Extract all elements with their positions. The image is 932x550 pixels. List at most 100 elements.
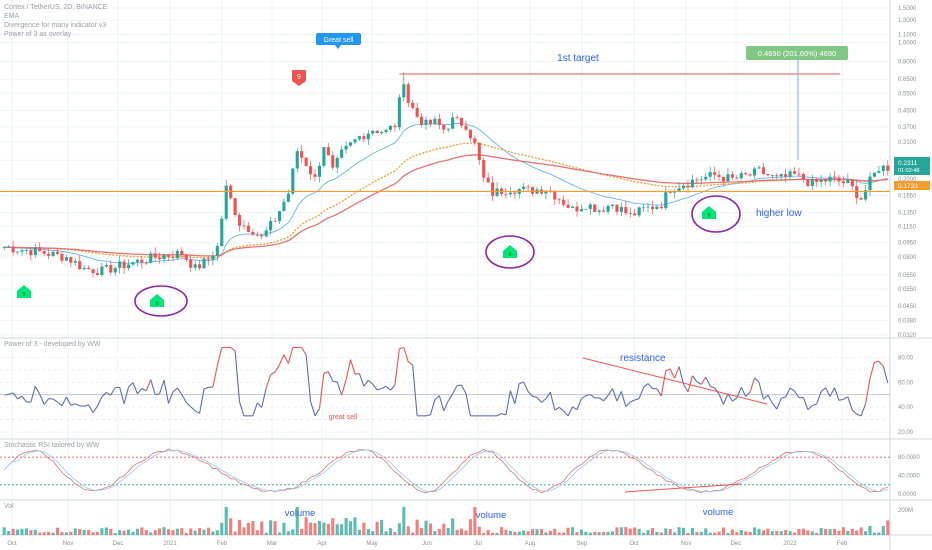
- volume-bar-99: [442, 523, 446, 535]
- osc-seg-32: [141, 387, 147, 392]
- volume-bar-79: [353, 517, 357, 535]
- osc-seg-115: [509, 390, 516, 404]
- power-of-3-pane[interactable]: 80.00 60.00 40.00 20.00: [0, 346, 914, 436]
- candles: [2, 72, 890, 278]
- time-axis[interactable]: Oct Nov Dec 2021 Feb Mar Apr May Jun Jul Aug Sep Oct…: [7, 541, 848, 547]
- candle-body-111: [495, 188, 499, 196]
- osc-seg-104: [461, 384, 467, 394]
- volume-bar-29: [131, 531, 135, 535]
- volume-bar-151: [673, 532, 677, 535]
- osc-seg-192: [851, 409, 858, 415]
- candle-body-67: [300, 151, 304, 158]
- osc-seg-68: [301, 347, 307, 356]
- volume-bar-131: [584, 531, 588, 535]
- osc-seg-99: [438, 395, 445, 411]
- candle-body-153: [681, 185, 686, 189]
- osc-seg-92: [407, 361, 414, 366]
- volume-bar-120: [535, 529, 539, 535]
- volume-bar-158: [704, 528, 708, 535]
- volume-bar-73: [326, 523, 330, 535]
- volume-bar-144: [642, 532, 646, 535]
- volume-bar-96: [428, 523, 433, 535]
- volume-bar-27: [122, 530, 126, 535]
- candle-body-20: [91, 269, 95, 274]
- price-tick-16: 0.0800: [898, 255, 917, 261]
- candle-body-173: [770, 175, 774, 176]
- osc-seg-170: [754, 377, 760, 383]
- candle-body-100: [446, 128, 450, 130]
- volume-bar-155: [690, 527, 694, 535]
- candle-body-103: [459, 117, 464, 126]
- volume-bar-102: [455, 529, 459, 535]
- osc-seg-42: [185, 401, 192, 408]
- price-tick-3: 1.0000: [898, 40, 917, 46]
- osc-seg-152: [674, 366, 680, 379]
- candle-body-3: [15, 251, 20, 253]
- candle-body-32: [144, 262, 148, 264]
- candle-body-110: [491, 182, 495, 196]
- volume-label-3: volume: [703, 507, 734, 518]
- candle-body-97: [433, 118, 437, 125]
- time-tick-3: 2021: [163, 541, 177, 547]
- osc-seg-166: [736, 386, 742, 399]
- candle-body-69: [309, 166, 313, 175]
- stoch-rsi-pane[interactable]: 80.0000 40.0000 0.0000: [0, 448, 920, 498]
- osc-seg-105: [465, 393, 471, 416]
- volume-bar-187: [832, 528, 837, 535]
- osc-seg-14: [61, 396, 67, 406]
- osc-seg-20: [88, 404, 94, 413]
- time-tick-15: 2022: [783, 541, 797, 547]
- osc-seg-25: [110, 387, 116, 396]
- candle-body-98: [437, 118, 441, 126]
- candle-body-57: [255, 234, 259, 236]
- volume-bar-80: [357, 529, 361, 535]
- volume-bar-38: [171, 530, 175, 535]
- osc-seg-175: [776, 398, 782, 410]
- volume-bar-149: [664, 528, 668, 535]
- volume-bar-116: [517, 531, 521, 535]
- volume-bar-23: [104, 527, 108, 535]
- osc-seg-194: [860, 403, 867, 417]
- target-measure-label: 0.4690 (201.60%) 4690: [758, 49, 836, 58]
- volume-bar-136: [606, 531, 610, 535]
- volume-bar-164: [730, 529, 734, 535]
- volume-bar-43: [193, 530, 197, 535]
- price-tick-14: 0.1150: [898, 224, 917, 230]
- candle-body-132: [588, 204, 592, 209]
- candle-body-196: [872, 172, 877, 177]
- candle-body-63: [282, 201, 286, 212]
- volume-bar-50: [224, 507, 228, 535]
- osc-seg-144: [638, 387, 645, 399]
- price-tick-20: 0.0380: [898, 318, 917, 324]
- support-trendline: [624, 483, 742, 493]
- candle-body-85: [380, 131, 384, 134]
- osc-seg-140: [620, 391, 627, 407]
- candle-body-92: [411, 102, 415, 108]
- volume-bar-132: [588, 532, 592, 535]
- candle-body-64: [286, 193, 290, 202]
- time-tick-5: Mar: [267, 541, 277, 547]
- osc-seg-101: [447, 393, 454, 402]
- stoch-d-line: [3, 449, 888, 493]
- volume-pane[interactable]: 200M: [2, 507, 913, 535]
- candle-body-140: [624, 206, 628, 214]
- osc-seg-59: [261, 387, 267, 408]
- osc-seg-78: [345, 359, 352, 380]
- osc-seg-61: [270, 371, 276, 376]
- candle-body-182: [810, 178, 814, 186]
- candle-body-198: [881, 165, 885, 171]
- volume-label-1: volume: [285, 508, 316, 519]
- osc-seg-45: [199, 388, 205, 414]
- price-axis[interactable]: 1.5000 1.3000 1.1000 1.0000 0.8000 0.6500 0.55…: [898, 6, 917, 339]
- osc-seg-195: [865, 378, 871, 404]
- osc-seg-62: [274, 364, 280, 373]
- candle-body-148: [659, 206, 663, 209]
- volume-bar-171: [761, 530, 766, 535]
- volume-bar-87: [388, 528, 393, 535]
- candle-body-84: [375, 130, 379, 134]
- low-marker-4: 6: [691, 195, 741, 233]
- candle-body-115: [513, 192, 517, 194]
- candle-body-190: [846, 179, 850, 184]
- volume-bar-94: [420, 528, 424, 535]
